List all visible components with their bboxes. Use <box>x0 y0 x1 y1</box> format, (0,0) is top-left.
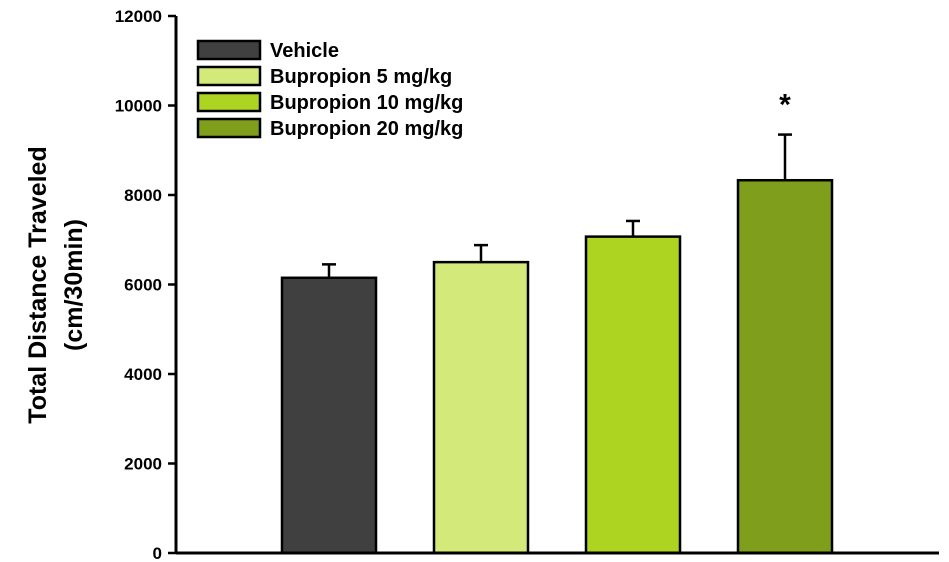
legend-swatch-1 <box>196 65 262 87</box>
legend-label-0: Vehicle <box>270 40 339 62</box>
legend: Vehicle Bupropion 5 mg/kg Bupropion 10 mg/… <box>196 39 463 140</box>
legend-swatch-2 <box>196 91 262 113</box>
y-tick-label-5: 10000 <box>115 97 162 116</box>
y-axis-title: Total Distance Traveled (cm/30min) <box>24 146 88 423</box>
y-tick-label-4: 8000 <box>124 186 162 205</box>
legend-label-2: Bupropion 10 mg/kg <box>270 92 463 114</box>
y-tick-label-2: 4000 <box>124 365 162 384</box>
y-tick-label-1: 2000 <box>124 455 162 474</box>
error-bars-group <box>322 133 792 278</box>
y-ticks-group: 0 2000 4000 6000 8000 10000 12000 <box>115 7 176 562</box>
legend-swatch-0 <box>196 39 262 61</box>
y-axis-title-line2: (cm/30min) <box>60 219 88 351</box>
bars-group <box>280 178 834 555</box>
legend-swatch-3 <box>196 117 262 139</box>
bar-3 <box>736 178 834 555</box>
legend-label-3: Bupropion 20 mg/kg <box>270 118 463 140</box>
bar-0 <box>280 276 378 555</box>
y-tick-label-6: 12000 <box>115 7 162 26</box>
legend-label-1: Bupropion 5 mg/kg <box>270 66 452 88</box>
y-tick-label-3: 6000 <box>124 276 162 295</box>
y-axis-title-line1: Total Distance Traveled <box>24 146 52 423</box>
bar-2 <box>584 235 682 555</box>
bar-1 <box>432 260 530 555</box>
significance-marker-0: * <box>779 89 791 122</box>
y-tick-label-0: 0 <box>153 544 162 562</box>
annotations-group: * <box>779 89 791 122</box>
